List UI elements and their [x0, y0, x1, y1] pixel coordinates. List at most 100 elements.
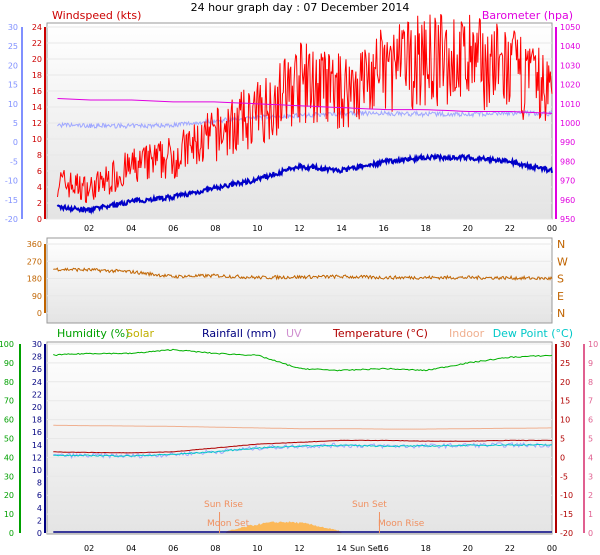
- hour-tick: 00: [547, 224, 557, 233]
- uv-tick: 10: [588, 340, 598, 349]
- sun-rise-annotation: Sun Rise: [204, 500, 243, 510]
- dewpoint-line: [53, 443, 553, 457]
- hour-tick: 10: [252, 224, 262, 233]
- windspeed-tick: 14: [32, 103, 42, 112]
- solar-area: [225, 521, 342, 533]
- rainfall-tick: 16: [32, 428, 42, 437]
- humidity-tick: 100: [0, 340, 14, 349]
- uv-tick: 8: [588, 378, 593, 387]
- barometer-tick: 1040: [560, 42, 580, 51]
- humidity-tick: 70: [4, 397, 14, 406]
- direction-compass-tick: E: [557, 290, 564, 303]
- uv-tick: 3: [588, 472, 593, 481]
- uv-tick: 4: [588, 453, 593, 462]
- humidity-tick: 80: [4, 378, 14, 387]
- rainfall-tick: 22: [32, 390, 42, 399]
- temperature-tick: 20: [560, 378, 570, 387]
- humidity-line: [53, 348, 553, 372]
- rainfall-tick: 24: [32, 378, 42, 387]
- uv-tick: 6: [588, 416, 593, 425]
- moon-set-annotation: Moon Set: [207, 519, 250, 529]
- moon-rise-annotation: Moon Rise: [378, 519, 425, 529]
- temp-scale-tick: 25: [8, 42, 18, 51]
- rainfall-tick: 12: [32, 453, 42, 462]
- rainfall-label: Rainfall (mm): [202, 327, 276, 340]
- temperature-label: Temperature (°C): [332, 327, 428, 340]
- temperature-tick: 25: [560, 359, 570, 368]
- rainfall-tick: 8: [37, 479, 42, 488]
- hour-tick: 18: [421, 224, 431, 233]
- hour-tick: 18: [421, 544, 431, 553]
- windspeed-gust-line: [57, 13, 553, 204]
- rainfall-tick: 2: [37, 516, 42, 525]
- hour-tick: 16: [379, 224, 389, 233]
- windspeed-avg-line: [56, 152, 553, 215]
- windspeed-tick: 12: [32, 119, 42, 128]
- rainfall-tick: 26: [32, 365, 42, 374]
- barometer-tick: 1020: [560, 81, 580, 90]
- temp-scale-tick: -5: [10, 157, 18, 166]
- windspeed-tick: 2: [37, 199, 42, 208]
- windspeed-tick: 0: [37, 215, 42, 224]
- hour-tick: 02: [84, 224, 94, 233]
- direction-series: [53, 267, 553, 281]
- direction-compass-tick: N: [557, 238, 565, 251]
- rainfall-tick: 30: [32, 340, 42, 349]
- humidity-tick: 20: [4, 491, 14, 500]
- temp-scale-tick: 5: [13, 119, 18, 128]
- temp-scale-tick: -15: [5, 196, 18, 205]
- barometer-axis-title: Barometer (hpa): [482, 9, 573, 22]
- direction-degree-tick: 180: [27, 275, 42, 284]
- temperature-tick: -10: [560, 491, 573, 500]
- direction-compass-tick: W: [557, 255, 568, 268]
- barometer-tick: 1010: [560, 100, 580, 109]
- temp-scale-ticks: 30 25 20 15 10 5 0 -5 -10 -15 -20: [5, 23, 23, 224]
- uv-tick: 1: [588, 510, 593, 519]
- bottom-series: [53, 348, 553, 533]
- direction-degree-ticks: 360 270 180 90 0: [27, 240, 46, 318]
- humidity-label: Humidity (%): [57, 327, 129, 340]
- direction-degree-tick: 0: [37, 309, 42, 318]
- windspeed-tick: 24: [32, 23, 42, 32]
- hour-tick: 08: [210, 544, 220, 553]
- barometer-tick: 960: [560, 196, 575, 205]
- hour-tick: 04: [126, 544, 136, 553]
- hour-tick: 10: [252, 544, 262, 553]
- uv-tick: 2: [588, 491, 593, 500]
- sun-set-short-annotation: Sun Set: [350, 544, 381, 553]
- windspeed-tick: 6: [37, 167, 42, 176]
- temperature-tick: -5: [560, 472, 568, 481]
- rainfall-tick: 6: [37, 491, 42, 500]
- temperature-line-top: [57, 109, 553, 130]
- hour-tick: 22: [505, 544, 515, 553]
- top-series: [56, 13, 553, 215]
- hour-tick: 02: [84, 544, 94, 553]
- temp-scale-tick: -20: [5, 215, 18, 224]
- hour-tick: 06: [168, 544, 178, 553]
- barometer-tick: 970: [560, 177, 575, 186]
- temp-scale-tick: 0: [13, 138, 18, 147]
- rainfall-tick: 0: [37, 529, 42, 538]
- barometer-tick: 1030: [560, 61, 580, 70]
- humidity-tick: 50: [4, 435, 14, 444]
- temperature-tick: 30: [560, 340, 570, 349]
- windspeed-tick: 20: [32, 55, 42, 64]
- windspeed-tick: 16: [32, 87, 42, 96]
- hour-tick: 14: [336, 224, 346, 233]
- temp-scale-tick: 30: [8, 23, 18, 32]
- rainfall-tick: 28: [32, 353, 42, 362]
- rainfall-tick: 18: [32, 416, 42, 425]
- windspeed-tick: 10: [32, 135, 42, 144]
- humidity-tick: 90: [4, 359, 14, 368]
- hour-tick: 20: [463, 224, 473, 233]
- bottom-x-ticks: 02 04 06 08 10 12 14 16 18 20 22 00: [84, 544, 557, 553]
- top-x-ticks: 02 04 06 08 10 12 14 16 18 20 22 00: [84, 224, 557, 233]
- indoor-line: [53, 424, 552, 430]
- barometer-ticks: 1050 1040 1030 1020 1010 1000 990 980 970 960 950: [555, 23, 580, 224]
- temperature-ticks: 30 25 20 15 10 5 0 -5 -10 -15 -20: [555, 340, 573, 538]
- hour-tick: 12: [294, 544, 304, 553]
- barometer-tick: 950: [560, 215, 575, 224]
- rainfall-tick: 20: [32, 403, 42, 412]
